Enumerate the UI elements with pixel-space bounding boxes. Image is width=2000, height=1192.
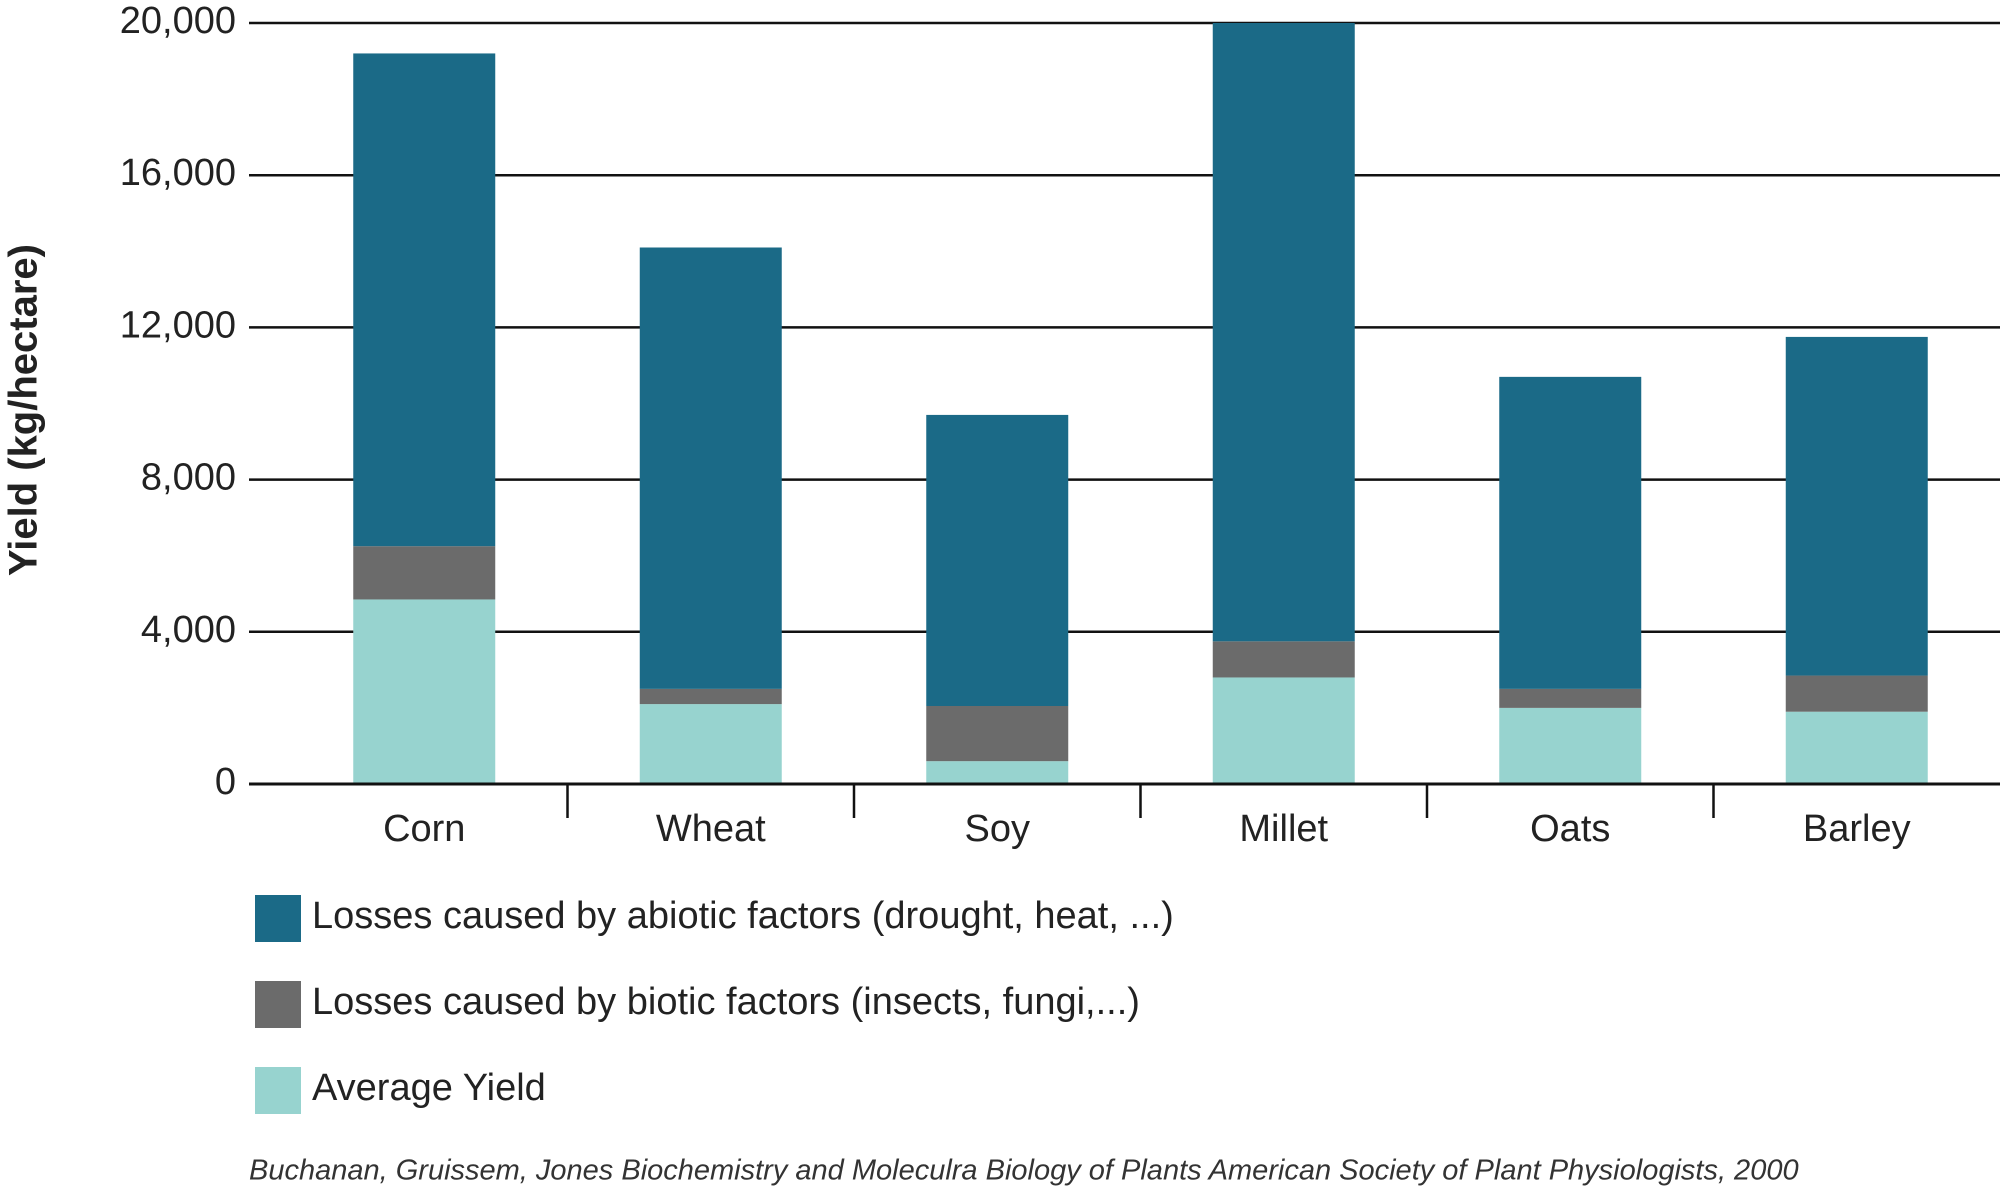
- bar-segment: [353, 53, 496, 547]
- bar-segment: [1785, 711, 1928, 784]
- y-tick-label: 4,000: [141, 609, 236, 651]
- x-tick-label: Millet: [1239, 808, 1328, 850]
- bar-segment: [639, 704, 782, 784]
- y-tick-label: 0: [215, 761, 236, 803]
- x-tick-label: Barley: [1803, 808, 1911, 850]
- bar-segment: [1785, 336, 1928, 676]
- bar-segment: [926, 761, 1069, 784]
- bar-segment: [639, 247, 782, 689]
- legend-label: Losses caused by biotic factors (insects…: [312, 981, 1140, 1023]
- bar-segment: [353, 599, 496, 784]
- bar-segment: [1212, 677, 1355, 784]
- source-note: Buchanan, Gruissem, Jones Biochemistry a…: [249, 1155, 1799, 1187]
- bar-segment: [926, 705, 1069, 762]
- bar-segment: [1499, 707, 1642, 784]
- legend-swatch: [255, 895, 301, 942]
- bar-segment: [1785, 675, 1928, 712]
- legend-swatch: [255, 981, 301, 1028]
- x-tick-label: Wheat: [656, 808, 766, 850]
- bar-segment: [353, 546, 496, 600]
- legend-label: Losses caused by abiotic factors (drough…: [312, 895, 1174, 937]
- x-tick-label: Oats: [1530, 808, 1610, 850]
- y-axis-title: Yield (kg/hectare): [2, 244, 46, 576]
- bar-segment: [1212, 23, 1355, 642]
- bar-segment: [1212, 641, 1355, 678]
- y-tick-label: 20,000: [120, 0, 236, 42]
- y-tick-label: 8,000: [141, 457, 236, 499]
- bar-segment: [926, 414, 1069, 706]
- legend-label: Average Yield: [312, 1067, 546, 1109]
- bar-segment: [639, 688, 782, 705]
- x-tick-label: Corn: [383, 808, 465, 850]
- y-tick-label: 12,000: [120, 304, 236, 346]
- bar-segment: [1499, 376, 1642, 689]
- x-tick-label: Soy: [965, 808, 1030, 850]
- y-tick-label: 16,000: [120, 152, 236, 194]
- bar-segment: [1499, 688, 1642, 708]
- legend-swatch: [255, 1067, 301, 1114]
